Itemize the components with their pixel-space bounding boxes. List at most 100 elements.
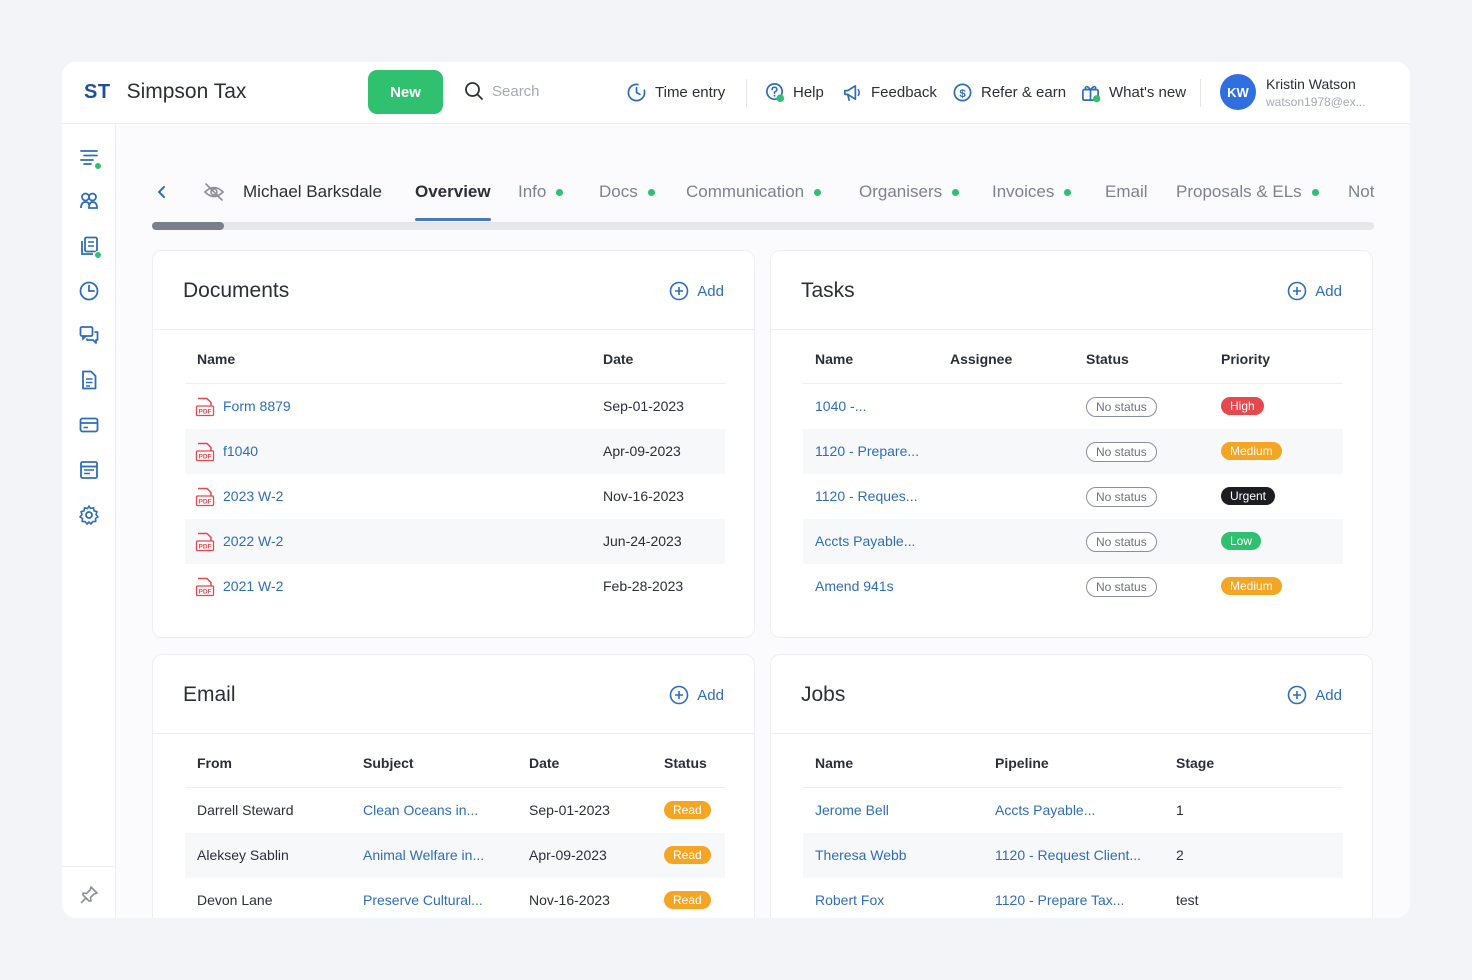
- jobs-card: Jobs Add Name Pipeline Stage Jerome Bell…: [770, 654, 1373, 918]
- add-job-button[interactable]: Add: [1287, 685, 1342, 705]
- table-row[interactable]: 1120 - Reques... No status Urgent: [803, 474, 1343, 519]
- whats-new-button[interactable]: What's new: [1080, 82, 1186, 103]
- tab-organisers[interactable]: Organisers: [859, 182, 960, 202]
- sidebar-item-settings[interactable]: [78, 504, 100, 526]
- document-name[interactable]: 2023 W-2: [223, 488, 284, 504]
- add-label: Add: [1315, 282, 1342, 300]
- status-badge[interactable]: No status: [1086, 577, 1157, 597]
- task-name[interactable]: Amend 941s: [815, 578, 894, 594]
- column-header: Name: [197, 351, 236, 367]
- sidebar-item-files[interactable]: [78, 369, 100, 391]
- help-button[interactable]: Help: [764, 82, 824, 103]
- refer-earn-button[interactable]: $ Refer & earn: [952, 82, 1066, 103]
- table-row[interactable]: Theresa Webb 1120 - Request Client... 2: [803, 833, 1343, 878]
- help-icon: [766, 83, 785, 103]
- job-pipeline[interactable]: Accts Payable...: [995, 802, 1096, 818]
- sidebar-item-contacts[interactable]: [78, 190, 100, 212]
- table-row[interactable]: PDF 2021 W-2 Feb-28-2023: [185, 564, 725, 609]
- tab-proposals[interactable]: Proposals & ELs: [1176, 182, 1319, 202]
- sidebar-item-time[interactable]: [78, 280, 100, 302]
- card-divider: [771, 329, 1372, 330]
- search-box[interactable]: [464, 81, 612, 101]
- priority-badge[interactable]: Medium: [1221, 442, 1282, 460]
- table-row[interactable]: Aleksey Sablin Animal Welfare in... Apr-…: [185, 833, 725, 878]
- document-name[interactable]: Form 8879: [223, 398, 291, 414]
- add-document-button[interactable]: Add: [669, 281, 724, 301]
- task-name[interactable]: Accts Payable...: [815, 533, 916, 549]
- pin-sidebar-button[interactable]: [78, 884, 100, 906]
- document-date: Jun-24-2023: [603, 533, 682, 549]
- priority-badge[interactable]: Medium: [1221, 577, 1282, 595]
- email-subject[interactable]: Animal Welfare in...: [363, 847, 485, 863]
- new-button[interactable]: New: [368, 70, 443, 114]
- document-name[interactable]: f1040: [223, 443, 259, 459]
- status-badge[interactable]: No status: [1086, 487, 1157, 507]
- card-divider: [771, 733, 1372, 734]
- task-name[interactable]: 1120 - Prepare...: [815, 443, 920, 459]
- task-name[interactable]: 1040 -...: [815, 398, 867, 414]
- document-name[interactable]: 2022 W-2: [223, 533, 284, 549]
- chevron-left-icon[interactable]: [152, 180, 170, 204]
- notification-dot: [94, 162, 102, 170]
- table-row[interactable]: PDF 2022 W-2 Jun-24-2023: [185, 519, 725, 564]
- header-divider: [803, 383, 1343, 384]
- job-name[interactable]: Robert Fox: [815, 892, 885, 908]
- priority-badge[interactable]: Urgent: [1221, 487, 1276, 505]
- status-badge[interactable]: No status: [1086, 442, 1157, 462]
- status-badge[interactable]: No status: [1086, 532, 1157, 552]
- time-entry-label: Time entry: [655, 84, 726, 101]
- user-info: Kristin Watson watson1978@ex...: [1266, 76, 1366, 109]
- table-row[interactable]: Jerome Bell Accts Payable... 1: [803, 788, 1343, 833]
- user-menu[interactable]: KW Kristin Watson watson1978@ex...: [1220, 74, 1366, 110]
- email-subject[interactable]: Clean Oceans in...: [363, 802, 479, 818]
- tab-invoices[interactable]: Invoices: [992, 182, 1072, 202]
- search-input[interactable]: [492, 82, 612, 100]
- sidebar-item-calendar[interactable]: [78, 459, 100, 481]
- feedback-button[interactable]: Feedback: [842, 82, 937, 103]
- tab-docs[interactable]: Docs: [599, 182, 655, 202]
- contacts-icon: [80, 192, 98, 209]
- table-row[interactable]: 1120 - Prepare... No status Medium: [803, 429, 1343, 474]
- document-name[interactable]: 2021 W-2: [223, 578, 284, 594]
- add-task-button[interactable]: Add: [1287, 281, 1342, 301]
- status-badge[interactable]: No status: [1086, 397, 1157, 417]
- scrollbar-thumb[interactable]: [152, 222, 224, 230]
- status-dot: [556, 188, 564, 196]
- brand[interactable]: ST Simpson Tax: [84, 80, 246, 104]
- tab-label: Organisers: [859, 182, 943, 201]
- email-subject[interactable]: Preserve Cultural...: [363, 892, 483, 908]
- table-row[interactable]: Darrell Steward Clean Oceans in... Sep-0…: [185, 788, 725, 833]
- priority-badge[interactable]: High: [1221, 397, 1264, 415]
- job-pipeline[interactable]: 1120 - Prepare Tax...: [995, 892, 1125, 908]
- job-name[interactable]: Theresa Webb: [815, 847, 907, 863]
- sidebar-divider: [62, 866, 116, 867]
- tab-notes[interactable]: Not: [1348, 182, 1374, 202]
- table-row[interactable]: 1040 -... No status High: [803, 384, 1343, 429]
- sidebar-item-list[interactable]: [78, 146, 102, 170]
- job-name[interactable]: Jerome Bell: [815, 802, 889, 818]
- table-row[interactable]: PDF 2023 W-2 Nov-16-2023: [185, 474, 725, 519]
- table-row[interactable]: PDF Form 8879 Sep-01-2023: [185, 384, 725, 429]
- priority-badge[interactable]: Low: [1221, 532, 1262, 550]
- time-entry-button[interactable]: Time entry: [626, 82, 725, 103]
- tab-info[interactable]: Info: [518, 182, 564, 202]
- table-row[interactable]: Amend 941s No status Medium: [803, 564, 1343, 609]
- tab-communication[interactable]: Communication: [686, 182, 822, 202]
- job-pipeline[interactable]: 1120 - Request Client...: [995, 847, 1142, 863]
- sidebar-item-chat[interactable]: [78, 324, 100, 346]
- list-icon: [80, 150, 98, 165]
- job-stage: 2: [1176, 847, 1184, 863]
- eye-off-icon[interactable]: [202, 180, 226, 204]
- table-row[interactable]: Robert Fox 1120 - Prepare Tax... test: [803, 878, 1343, 918]
- table-row[interactable]: Accts Payable... No status Low: [803, 519, 1343, 564]
- sidebar-item-billing[interactable]: [78, 414, 100, 436]
- task-name[interactable]: 1120 - Reques...: [815, 488, 918, 504]
- table-row[interactable]: PDF f1040 Apr-09-2023: [185, 429, 725, 474]
- tab-overview[interactable]: Overview: [415, 182, 491, 202]
- table-row[interactable]: Devon Lane Preserve Cultural... Nov-16-2…: [185, 878, 725, 918]
- tab-label: Not: [1348, 182, 1375, 201]
- sidebar-item-documents[interactable]: [78, 235, 102, 259]
- add-email-button[interactable]: Add: [669, 685, 724, 705]
- tab-email[interactable]: Email: [1105, 182, 1148, 202]
- tabs-scrollbar[interactable]: [152, 222, 1374, 230]
